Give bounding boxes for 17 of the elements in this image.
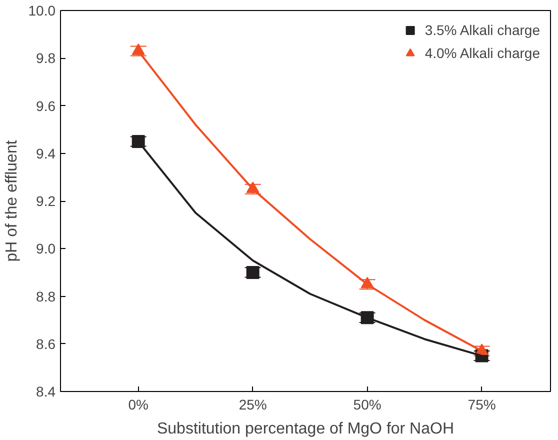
- y-tick-label: 9.0: [36, 240, 56, 257]
- y-tick-label: 8.6: [36, 336, 56, 352]
- legend-label: 3.5% Alkali charge: [424, 22, 540, 38]
- x-axis-title: Substitution percentage of MgO for NaOH: [156, 420, 454, 438]
- y-axis-title: pH of the effluent: [3, 140, 20, 262]
- y-tick-label: 8.4: [36, 384, 56, 400]
- x-tick-label: 25%: [238, 396, 267, 412]
- y-tick-label: 9.2: [36, 193, 56, 209]
- y-tick-label: 9.8: [36, 50, 56, 66]
- y-tick-label: 9.6: [36, 98, 56, 114]
- y-tick-label: 8.8: [36, 288, 56, 304]
- x-tick-label: 0%: [128, 396, 148, 412]
- legend-label: 4.0% Alkali charge: [424, 45, 540, 61]
- y-tick-label: 9.4: [36, 145, 56, 162]
- x-tick-label: 50%: [353, 396, 382, 412]
- y-tick-label: 10.0: [28, 2, 56, 18]
- x-tick-label: 75%: [468, 396, 496, 412]
